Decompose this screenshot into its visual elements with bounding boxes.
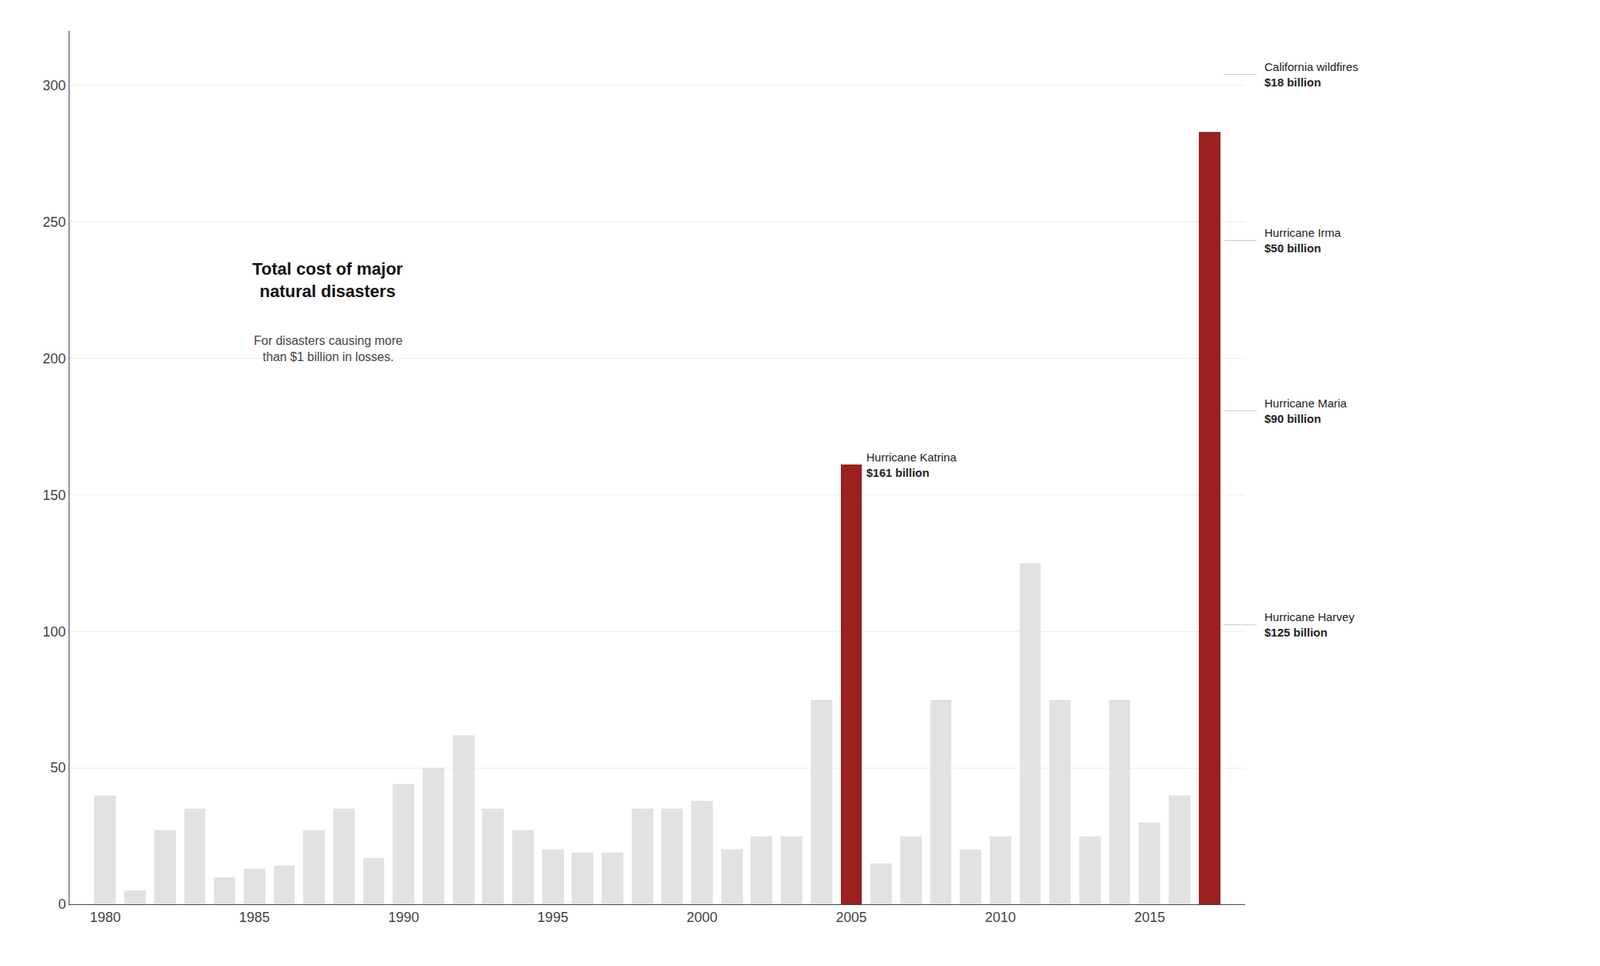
svg-text:2015: 2015: [1134, 909, 1165, 925]
svg-text:California wildfires$18 billio: California wildfires$18 billion: [1264, 60, 1359, 89]
svg-text:Hurricane Harvey$125 billion: Hurricane Harvey$125 billion: [1264, 610, 1355, 639]
svg-text:50: 50: [50, 759, 66, 776]
svg-text:250: 250: [42, 214, 66, 230]
svg-text:2000: 2000: [686, 909, 718, 925]
svg-text:For disasters causing morethan: For disasters causing morethan $1 billio…: [253, 334, 403, 364]
svg-text:100: 100: [42, 624, 66, 640]
svg-text:200: 200: [42, 351, 66, 367]
svg-text:300: 300: [42, 77, 66, 94]
svg-text:1995: 1995: [537, 909, 569, 925]
svg-text:Hurricane Katrina$161 billion: Hurricane Katrina$161 billion: [866, 450, 957, 480]
svg-text:Total cost of majornatural dis: Total cost of majornatural disasters: [252, 259, 404, 301]
svg-text:Hurricane Maria$90 billion: Hurricane Maria$90 billion: [1264, 396, 1347, 426]
svg-text:1990: 1990: [388, 909, 419, 925]
svg-text:0: 0: [57, 896, 66, 912]
svg-text:2005: 2005: [835, 909, 867, 925]
svg-text:150: 150: [42, 487, 66, 503]
svg-text:Hurricane Irma$50 billion: Hurricane Irma$50 billion: [1264, 226, 1342, 255]
svg-text:2010: 2010: [985, 909, 1017, 925]
svg-text:1985: 1985: [239, 909, 271, 925]
svg-text:1980: 1980: [89, 909, 121, 925]
